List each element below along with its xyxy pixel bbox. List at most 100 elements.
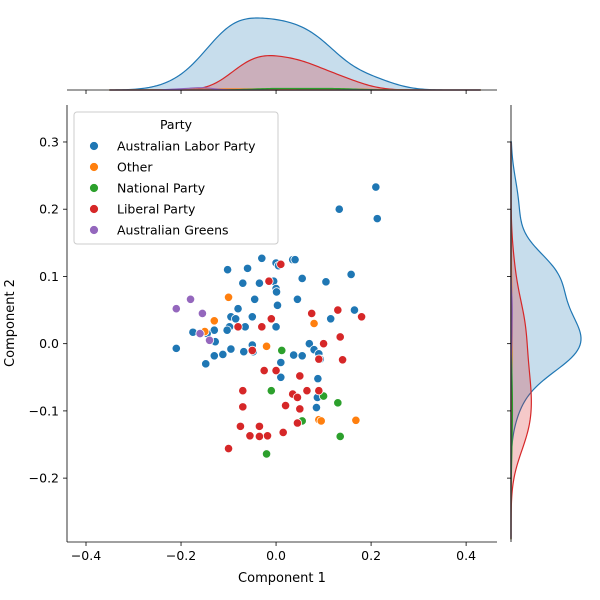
- x-tick-label: 0.0: [266, 548, 286, 563]
- scatter-point: [295, 404, 305, 414]
- legend-label: National Party: [117, 181, 206, 196]
- scatter-point: [321, 277, 331, 287]
- top-marginal-kde: [67, 17, 497, 94]
- scatter-point: [262, 431, 273, 441]
- scatter-point: [290, 255, 300, 265]
- scatter-point: [335, 332, 345, 342]
- scatter-point: [254, 278, 265, 288]
- scatter-point: [313, 374, 323, 384]
- scatter-point: [185, 294, 196, 304]
- scatter-points: [171, 182, 382, 459]
- scatter-point: [254, 421, 265, 431]
- scatter-point: [316, 416, 326, 426]
- y-tick-label: −0.2: [29, 471, 59, 486]
- scatter-point: [314, 354, 324, 364]
- legend-label: Australian Labor Party: [117, 139, 256, 154]
- scatter-point: [314, 386, 324, 396]
- scatter-point: [292, 294, 303, 304]
- scatter-point: [334, 204, 344, 214]
- y-tick-label: 0.0: [39, 336, 59, 351]
- scatter-point: [197, 308, 208, 319]
- scatter-point: [222, 325, 232, 335]
- scatter-point: [356, 312, 367, 322]
- y-tick-label: −0.1: [29, 403, 59, 418]
- scatter-point: [292, 392, 303, 403]
- legend-marker: [89, 141, 99, 151]
- legend-label: Liberal Party: [117, 202, 196, 217]
- scatter-point: [271, 322, 281, 332]
- scatter-point: [238, 402, 248, 412]
- scatter-point: [292, 418, 303, 428]
- scatter-point: [335, 431, 345, 442]
- scatter-point: [257, 322, 267, 332]
- scatter-point: [276, 259, 286, 269]
- scatter-point: [277, 345, 287, 355]
- scatter-point: [171, 343, 181, 353]
- scatter-point: [264, 276, 274, 286]
- scatter-point: [233, 322, 243, 332]
- y-tick-label: 0.3: [39, 134, 59, 149]
- scatter-point: [280, 400, 291, 411]
- x-tick-label: −0.2: [166, 548, 196, 563]
- legend-marker: [89, 204, 99, 214]
- scatter-point: [297, 273, 307, 284]
- scatter-point: [271, 365, 281, 376]
- scatter-point: [242, 263, 253, 273]
- scatter-point: [233, 304, 243, 314]
- scatter-point: [295, 371, 305, 381]
- legend-marker: [89, 225, 99, 235]
- scatter-point: [309, 318, 319, 329]
- scatter-point: [235, 421, 246, 431]
- scatter-point: [297, 351, 307, 361]
- y-tick-label: 0.2: [39, 202, 59, 217]
- scatter-point: [304, 339, 314, 349]
- scatter-point: [371, 182, 381, 192]
- scatter-point: [218, 349, 228, 360]
- scatter-point: [289, 350, 299, 360]
- scatter-point: [231, 314, 241, 324]
- scatter-point: [372, 214, 382, 224]
- scatter-point: [333, 398, 343, 408]
- scatter-point: [222, 265, 233, 275]
- scatter-point: [349, 305, 360, 315]
- scatter-point: [250, 294, 260, 304]
- x-axis-ticks: −0.4 −0.2 0.0 0.2 0.4: [71, 542, 476, 563]
- scatter-point: [276, 357, 286, 368]
- legend-marker: [89, 162, 99, 172]
- scatter-point: [247, 312, 257, 322]
- y-tick-label: 0.1: [39, 269, 59, 284]
- scatter-point: [333, 305, 343, 315]
- scatter-point: [257, 253, 267, 263]
- scatter-point: [223, 443, 234, 454]
- scatter-point: [261, 341, 272, 351]
- x-tick-label: 0.4: [456, 548, 476, 563]
- scatter-point: [201, 359, 211, 369]
- scatter-point: [302, 386, 312, 396]
- scatter-point: [278, 427, 288, 438]
- scatter-point: [209, 316, 219, 326]
- scatter-point: [171, 304, 181, 314]
- right-marginal-kde: [507, 105, 582, 542]
- scatter-point: [276, 372, 286, 382]
- legend-label: Other: [117, 160, 153, 175]
- legend-box: [73, 111, 279, 245]
- legend-marker: [89, 183, 99, 193]
- scatter-point: [351, 415, 361, 425]
- scatter-point: [266, 386, 276, 396]
- scatter-point: [204, 335, 215, 345]
- top-kde-curve: [109, 17, 481, 91]
- scatter-point: [346, 269, 356, 280]
- scatter-point: [266, 314, 276, 324]
- legend: Party Australian Labor Party Other Nationa…: [73, 111, 279, 245]
- scatter-point: [239, 347, 249, 357]
- scatter-point: [209, 351, 219, 361]
- legend-label: Australian Greens: [117, 223, 229, 238]
- scatter-point: [195, 328, 205, 339]
- scatter-point: [326, 314, 336, 324]
- scatter-point: [238, 386, 248, 396]
- scatter-point: [238, 278, 248, 288]
- scatter-point: [261, 449, 272, 459]
- scatter-point: [223, 292, 234, 302]
- scatter-point: [307, 308, 317, 319]
